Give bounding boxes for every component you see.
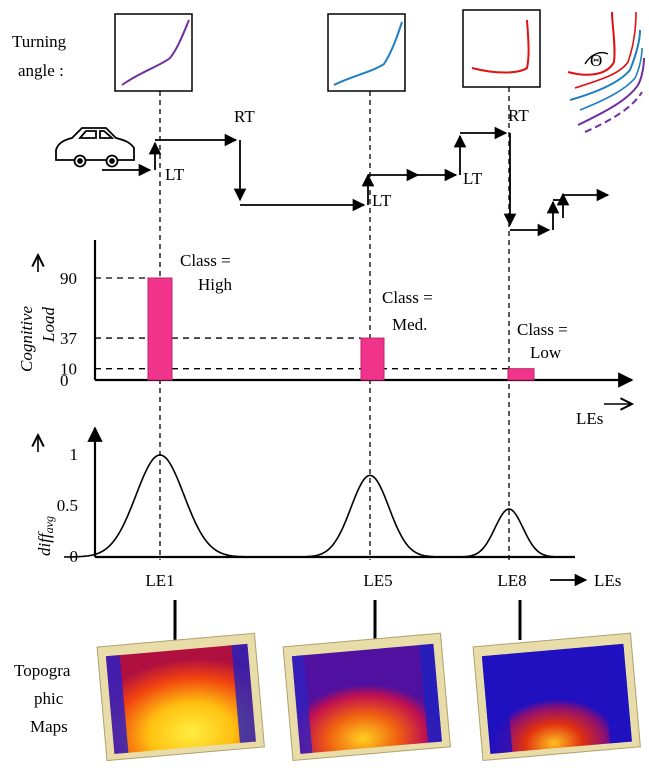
trajectory-label: LT — [372, 191, 392, 210]
cognitive-load-bar — [507, 368, 535, 381]
event-guide-lines — [159, 87, 510, 560]
turning-label-line1: Turning — [12, 32, 67, 51]
turning-curve-box-2 — [327, 13, 406, 92]
turning-curve-box-1 — [114, 13, 193, 92]
event-label: LE1 — [145, 571, 174, 590]
diff-avg-ylabel: diffavg — [35, 516, 56, 556]
trajectory-label: LT — [463, 169, 483, 188]
topographic-label-line2: phic — [34, 689, 64, 708]
cognitive-load-bar — [147, 277, 173, 381]
diff-avg-tick-label: 0.5 — [57, 496, 78, 515]
cognitive-load-bar — [360, 337, 385, 381]
topographic-label-line3: Maps — [30, 717, 68, 736]
turning-curve-purple — [121, 19, 190, 86]
topographic-map-le8 — [472, 632, 641, 762]
car-icon — [55, 127, 135, 168]
class-label-line2: Low — [530, 343, 562, 362]
theta-symbol: Θ — [590, 51, 602, 70]
turning-curve-blue — [333, 21, 403, 86]
turning-label-line2: angle : — [18, 61, 64, 80]
map-connectors — [173, 600, 522, 640]
diff-avg-peak-curve — [64, 454, 256, 558]
trajectory-label: RT — [508, 106, 529, 125]
class-label-line1: Class = — [382, 288, 433, 307]
trajectory-label: LT — [165, 165, 185, 184]
class-label-line1: Class = — [180, 251, 231, 270]
cognitive-load-tick-label: 0 — [60, 371, 69, 390]
diff-avg-xlabel: LEs — [594, 571, 621, 590]
event-label: LE8 — [497, 571, 526, 590]
diff-avg-peak-curve — [453, 508, 565, 558]
cognitive-load-tick-label: 10 — [60, 360, 77, 379]
diff-avg-peak-curve — [294, 474, 446, 558]
cognitive-load-ylabel-line1: Cognitive — [17, 305, 36, 372]
turning-curve-box-3 — [462, 9, 541, 88]
diff-avg-tick-label: 1 — [70, 445, 79, 464]
class-label-line2: High — [198, 275, 233, 294]
trajectory-path — [102, 126, 610, 237]
cognitive-load-xlabel: LEs — [576, 409, 603, 428]
topographic-map-le1 — [96, 632, 265, 762]
cognitive-load-tick-label: 90 — [60, 269, 77, 288]
class-label-line2: Med. — [392, 315, 427, 334]
cognitive-load-tick-label: 37 — [60, 329, 78, 348]
event-label: LE5 — [363, 571, 392, 590]
class-label-line1: Class = — [517, 320, 568, 339]
cognitive-load-chart: 90 37 100 Class = High Class = Med. Class = Low — [60, 240, 634, 390]
topographic-map-le5 — [282, 632, 451, 762]
turning-angle-illustration: Θ — [567, 11, 645, 133]
turning-curve-red — [471, 19, 530, 74]
cognitive-load-ylabel-line2: Load — [39, 307, 58, 343]
topographic-label-line1: Topogra — [14, 661, 71, 680]
trajectory-label: RT — [234, 107, 255, 126]
